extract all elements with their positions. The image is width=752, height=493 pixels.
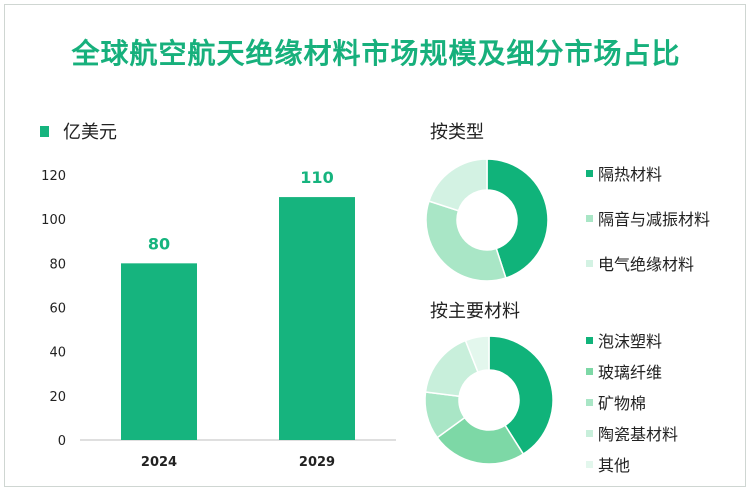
x-tick-label: 2029	[299, 455, 335, 470]
pie-legend-item: 隔音与减振材料	[586, 206, 710, 230]
legend-swatch	[586, 460, 593, 468]
pie-material-title: 按主要材料	[430, 301, 520, 322]
pie-legend-item: 玻璃纤维	[586, 359, 662, 383]
pie-legend-item: 电气绝缘材料	[586, 251, 694, 275]
legend-swatch	[586, 336, 593, 344]
pie-legend-item: 矿物棉	[586, 390, 646, 414]
pie-legend-item: 泡沫塑料	[586, 328, 662, 352]
legend-swatch	[586, 367, 593, 375]
pie-legend-item: 隔热材料	[586, 161, 662, 185]
bar-2024	[121, 263, 197, 440]
legend-swatch	[586, 429, 593, 437]
slice-2	[425, 200, 507, 282]
y-tick-label: 0	[58, 434, 66, 449]
legend-label: 玻璃纤维	[598, 363, 663, 382]
pie-legend-item: 陶瓷基材料	[586, 421, 678, 445]
legend-swatch	[586, 398, 593, 406]
legend-label: 隔音与减振材料	[598, 210, 711, 229]
bar-value-label: 110	[300, 168, 333, 187]
legend-label: 其他	[598, 456, 631, 475]
bar-chart: 0 20 40 60 80 100 120 80 2024 110 2029	[41, 168, 396, 470]
pie-type-title: 按类型	[430, 122, 484, 143]
legend-label: 矿物棉	[598, 394, 647, 413]
slice-2	[436, 416, 525, 465]
legend-swatch	[586, 214, 593, 222]
legend-swatch	[586, 169, 593, 177]
bar-legend: 亿美元	[40, 118, 117, 144]
legend-label: 电气绝缘材料	[598, 255, 695, 274]
pie-legend-item: 其他	[586, 452, 630, 476]
slice-5	[464, 335, 490, 374]
y-tick-label: 100	[41, 213, 66, 228]
y-tick-label: 60	[49, 302, 66, 317]
y-tick-label: 20	[49, 390, 66, 405]
legend-label: 隔热材料	[598, 165, 663, 184]
x-tick-label: 2024	[141, 455, 177, 470]
legend-label: 泡沫塑料	[598, 332, 663, 351]
legend-label: 陶瓷基材料	[598, 425, 679, 444]
bar-2029	[279, 197, 355, 440]
y-tick-label: 80	[49, 257, 66, 272]
bar-legend-swatch	[40, 125, 49, 137]
page-title: 全球航空航天绝缘材料市场规模及细分市场占比	[71, 37, 681, 70]
slice-3	[428, 158, 488, 212]
y-tick-label: 40	[49, 346, 66, 361]
slice-1	[488, 335, 554, 456]
legend-swatch	[586, 259, 593, 267]
slice-1	[486, 158, 549, 279]
y-tick-label: 120	[41, 169, 66, 184]
bar-value-label: 80	[148, 234, 170, 253]
bar-legend-label: 亿美元	[63, 122, 117, 143]
